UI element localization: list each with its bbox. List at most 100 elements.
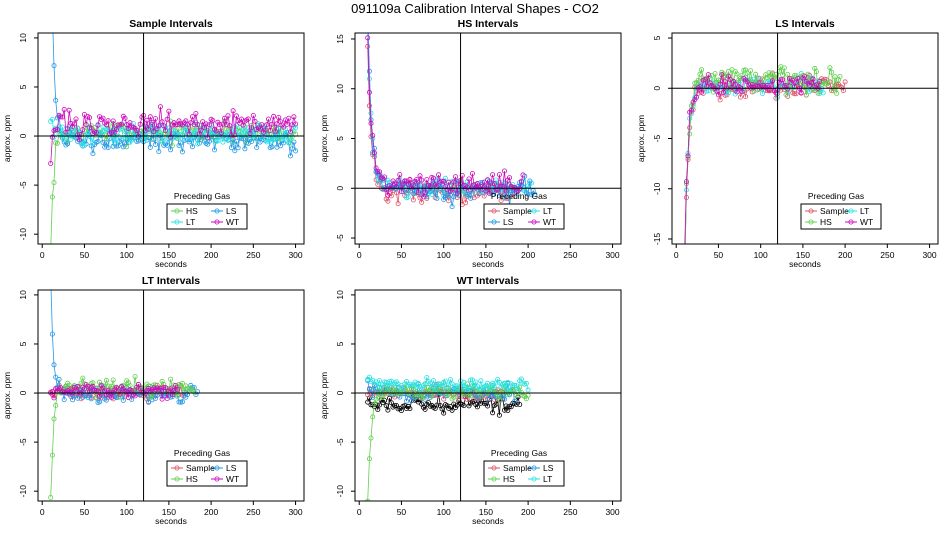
x-tick-label: 200 xyxy=(204,507,218,517)
data-point xyxy=(780,72,786,78)
data-point xyxy=(54,127,60,133)
data-point xyxy=(200,119,206,125)
y-tick-label: -5 xyxy=(18,438,28,446)
x-tick-label: 0 xyxy=(674,250,679,260)
data-point xyxy=(95,122,101,128)
data-point xyxy=(110,377,116,383)
data-point xyxy=(429,383,435,389)
data-point xyxy=(452,391,458,397)
data-point xyxy=(366,103,372,109)
data-point xyxy=(395,201,401,207)
data-point xyxy=(277,143,283,149)
data-point xyxy=(78,132,84,138)
data-point xyxy=(366,89,372,95)
data-point xyxy=(405,194,411,200)
data-point xyxy=(410,197,416,203)
x-tick-label: 250 xyxy=(246,250,260,260)
data-point xyxy=(88,125,94,131)
data-point xyxy=(694,94,700,100)
data-point xyxy=(471,384,477,390)
data-point xyxy=(277,132,283,138)
data-point xyxy=(795,75,801,81)
series-wt xyxy=(365,35,526,200)
data-point xyxy=(488,180,494,186)
chart-sample-intervals: Sample Intervals 0 50 100 150 200 250 300 -10 -5 0… xyxy=(2,18,305,269)
x-tick-label: 200 xyxy=(521,507,535,517)
data-point xyxy=(287,153,293,159)
x-tick-label: 50 xyxy=(80,250,90,260)
data-point xyxy=(493,401,499,407)
data-point xyxy=(112,140,118,146)
y-tick-label: 0 xyxy=(18,133,28,138)
data-point xyxy=(419,387,425,393)
y-tick-label: 0 xyxy=(652,86,662,91)
data-point xyxy=(293,121,299,127)
data-point xyxy=(422,381,428,387)
x-tick-label: 150 xyxy=(479,507,493,517)
data-point xyxy=(58,385,64,391)
data-point xyxy=(135,381,141,387)
x-tick-label: 300 xyxy=(288,507,302,517)
data-point xyxy=(125,395,131,401)
data-point xyxy=(780,77,786,83)
data-point xyxy=(683,179,689,185)
data-point xyxy=(368,120,374,126)
series-sample xyxy=(683,70,848,244)
legend-item-hs: HS xyxy=(171,206,198,216)
data-point xyxy=(156,148,162,154)
data-point xyxy=(81,143,87,149)
data-point xyxy=(525,387,531,393)
data-point xyxy=(95,138,101,144)
data-point xyxy=(265,116,271,122)
data-point xyxy=(105,118,111,124)
data-point xyxy=(51,362,57,368)
data-point xyxy=(233,138,239,144)
data-point xyxy=(54,140,60,146)
data-point xyxy=(517,401,523,407)
data-point xyxy=(179,136,185,142)
data-point xyxy=(366,28,370,32)
legend-item-hs: HS xyxy=(488,474,515,484)
data-point xyxy=(490,410,496,416)
data-point xyxy=(439,384,445,390)
data-point xyxy=(132,374,138,380)
data-point xyxy=(75,132,81,138)
data-point xyxy=(146,126,152,132)
x-tick-label: 150 xyxy=(479,250,493,260)
data-point xyxy=(366,387,372,393)
x-tick-label: 0 xyxy=(357,250,362,260)
data-point xyxy=(100,115,106,121)
data-point xyxy=(683,246,687,250)
data-point xyxy=(291,139,297,145)
y-tick-label: -5 xyxy=(335,234,345,242)
data-point xyxy=(90,140,96,146)
data-point xyxy=(365,498,371,501)
x-tick-label: 0 xyxy=(40,507,45,517)
data-point xyxy=(109,130,115,136)
x-tick-label: 100 xyxy=(120,507,134,517)
main-title: 091109a Calibration Interval Shapes - CO… xyxy=(351,1,599,16)
plot-frame xyxy=(37,32,305,245)
svg-text:WT: WT xyxy=(543,217,556,227)
data-point xyxy=(122,135,128,141)
data-point xyxy=(478,400,484,406)
data-point xyxy=(109,394,115,400)
panel-wt-intervals: WT Intervals 0 50 100 150 200 250 300 -10 -5 0 5 10 s… xyxy=(317,273,627,545)
data-point xyxy=(73,116,79,122)
data-point xyxy=(407,177,413,183)
data-point xyxy=(125,125,131,131)
x-tick-label: 300 xyxy=(605,250,619,260)
data-point xyxy=(198,127,204,133)
svg-text:HS: HS xyxy=(186,206,198,216)
data-point xyxy=(259,122,265,128)
data-point xyxy=(375,384,381,390)
data-point xyxy=(785,86,791,92)
data-point xyxy=(162,128,168,134)
data-point xyxy=(420,395,426,401)
data-point xyxy=(817,78,823,84)
data-point xyxy=(829,69,835,75)
data-point xyxy=(257,139,263,145)
data-point xyxy=(769,71,775,77)
y-tick-label: 10 xyxy=(18,33,28,43)
data-point xyxy=(245,125,251,131)
